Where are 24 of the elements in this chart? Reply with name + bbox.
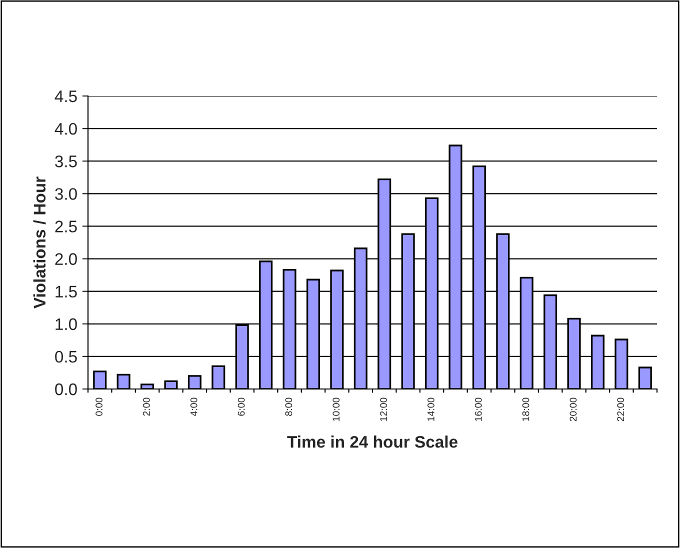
x-tick-label: 20:00: [570, 398, 577, 422]
x-tick-label: 10:00: [332, 398, 340, 421]
y-tick-label: 3.0: [55, 188, 77, 200]
x-tick-label: 14:00: [427, 398, 434, 421]
y-axis-title: Violations / Hour: [33, 176, 46, 308]
x-tick-label: 12:00: [380, 398, 387, 421]
y-tick-label: 0.0: [55, 383, 77, 396]
y-tick-label: 2.0: [55, 253, 77, 265]
x-tick-label: 6:00: [238, 398, 245, 416]
y-tick-label: 1.5: [56, 286, 77, 298]
y-tick-label: 2.5: [55, 220, 77, 232]
x-tick-label: 18:00: [522, 398, 530, 421]
x-tick-label: 22:00: [617, 398, 624, 422]
y-tick-label: 3.5: [55, 156, 77, 168]
x-tick-label: 2:00: [142, 398, 150, 416]
x-tick-label: 0:00: [96, 398, 102, 416]
x-tick-label: 4:00: [190, 398, 198, 416]
x-tick-label: 16:00: [474, 398, 482, 421]
y-tick-label: 4.5: [54, 90, 77, 102]
y-tick-label: 1.0: [56, 318, 77, 330]
y-tick-label: 4.0: [54, 122, 77, 135]
y-tick-label: 0.5: [55, 350, 77, 363]
x-axis-title: Time in 24 hour Scale: [287, 436, 458, 448]
x-tick-label: 8:00: [285, 398, 292, 416]
